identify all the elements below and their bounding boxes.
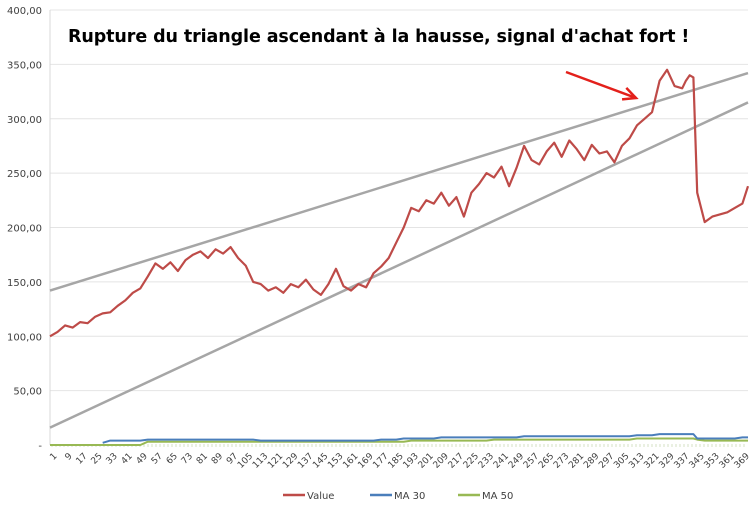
trendlines	[49, 71, 749, 429]
y-tick-label: 350,00	[7, 60, 42, 71]
x-tick-label: 49	[135, 451, 150, 466]
x-tick-label: 65	[165, 452, 180, 467]
annotations	[565, 70, 639, 101]
legend: Value MA 30 MA 50	[283, 491, 513, 502]
arrow-icon	[565, 70, 637, 100]
x-tick-label: 1	[48, 452, 59, 463]
x-tick-label: 17	[75, 452, 90, 467]
y-tick-label: 50,00	[13, 387, 42, 398]
data-series	[49, 68, 750, 446]
y-tick-label: 200,00	[7, 224, 42, 235]
arrow-head-icon	[621, 87, 639, 101]
y-tick-label: 400,00	[7, 6, 42, 17]
x-tick-label: 369	[733, 451, 750, 470]
ma-50-series-line	[50, 437, 748, 446]
x-tick-label: 89	[210, 451, 225, 466]
y-tick-label: 250,00	[7, 169, 42, 180]
legend-item-value[interactable]: Value	[283, 491, 334, 502]
x-tick-label: 9	[64, 451, 75, 462]
legend-label: MA 30	[394, 491, 425, 502]
y-tick-label: 100,00	[7, 332, 42, 343]
y-tick-label: 300,00	[7, 115, 42, 126]
gridlines	[50, 9, 748, 392]
x-tick-label: 73	[180, 452, 195, 467]
x-axis: 1 9 17 25 33 41 49 57 65 73 81 89 971051131211291371…	[48, 444, 750, 471]
x-tick-label: 41	[120, 452, 135, 467]
legend-item-ma-30[interactable]: MA 30	[370, 491, 425, 502]
value-series-line	[49, 68, 750, 338]
ma-30-series-line	[102, 433, 748, 444]
upper-resistance-trendline	[49, 71, 749, 292]
x-tick-label: 25	[90, 452, 105, 467]
y-axis: - 50,00 100,00 150,00 200,00 250,00 300,00 350,…	[7, 6, 51, 452]
x-tick-label: 33	[105, 452, 120, 467]
y-tick-label: -	[38, 441, 42, 452]
legend-label: Value	[307, 491, 334, 502]
legend-item-ma-50[interactable]: MA 50	[458, 491, 513, 502]
x-tick-label: 81	[195, 452, 210, 467]
y-tick-label: 150,00	[7, 278, 42, 289]
legend-label: MA 50	[482, 491, 513, 502]
chart-title: Rupture du triangle ascendant à la hauss…	[68, 27, 690, 47]
x-tick-label: 57	[150, 452, 165, 467]
lower-support-trendline	[49, 101, 749, 429]
